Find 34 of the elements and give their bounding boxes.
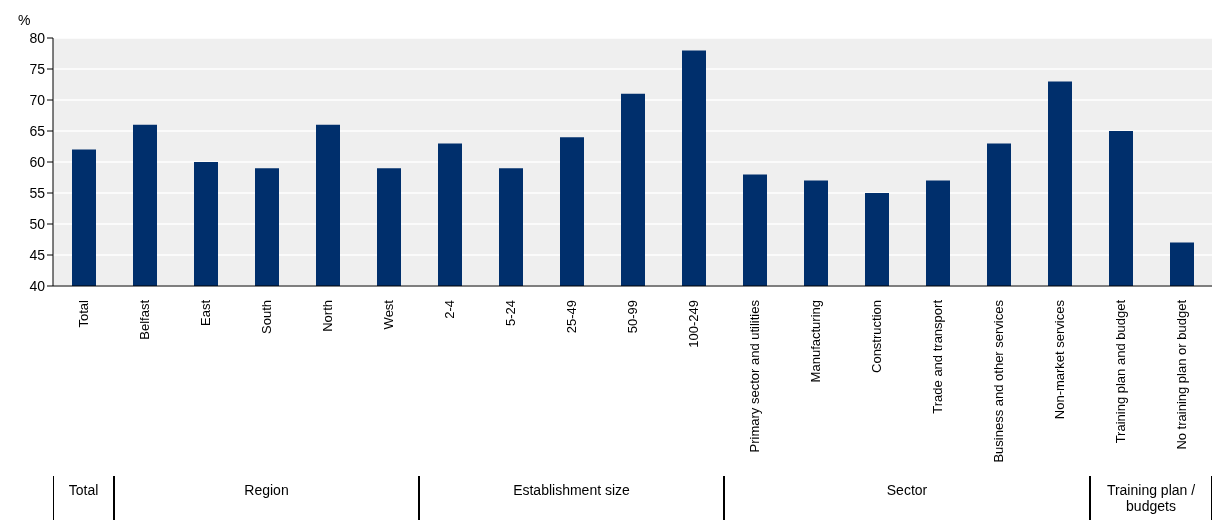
x-tick-label: South (259, 300, 274, 334)
x-tick-label: Non-market services (1052, 299, 1067, 420)
x-tick-label: Trade and transport (930, 299, 945, 414)
text: Training plan / budgets (1090, 476, 1212, 520)
x-tick-label: 50-99 (625, 300, 640, 334)
text: Region (114, 476, 419, 520)
text: Total (53, 476, 114, 520)
text: Sector (724, 476, 1090, 520)
y-tick-label: 65 (29, 122, 46, 139)
x-tick-label: West (381, 299, 396, 330)
y-tick-label: 40 (29, 277, 46, 294)
y-tick-label: 75 (29, 60, 46, 77)
y-tick-label: 50 (29, 215, 46, 232)
y-axis-title: % (18, 12, 31, 28)
x-tick-label: Belfast (137, 299, 152, 340)
x-tick-label: 100-249 (686, 300, 701, 348)
y-tick-label: 70 (29, 91, 46, 108)
y-tick-label: 80 (29, 29, 46, 46)
x-tick-label: Total (76, 299, 91, 328)
y-tick-label: 55 (29, 184, 46, 201)
y-tick-label: 45 (29, 246, 46, 263)
x-tick-label: No training plan or budget (1174, 299, 1189, 450)
x-tick-label: 25-49 (564, 300, 579, 334)
x-tick-label: Training plan and budget (1113, 299, 1128, 444)
x-tick-label: Manufacturing (808, 300, 823, 383)
x-tick-label: Construction (869, 300, 884, 373)
x-tick-label: Primary sector and utilities (747, 299, 762, 453)
y-tick-label: 60 (29, 153, 46, 170)
text: Establishment size (419, 476, 724, 520)
x-tick-label: 2-4 (442, 300, 457, 319)
x-tick-label: Business and other services (991, 299, 1006, 463)
x-tick-label: East (198, 299, 213, 327)
x-tick-label: 5-24 (503, 300, 518, 327)
x-tick-label: North (320, 300, 335, 332)
